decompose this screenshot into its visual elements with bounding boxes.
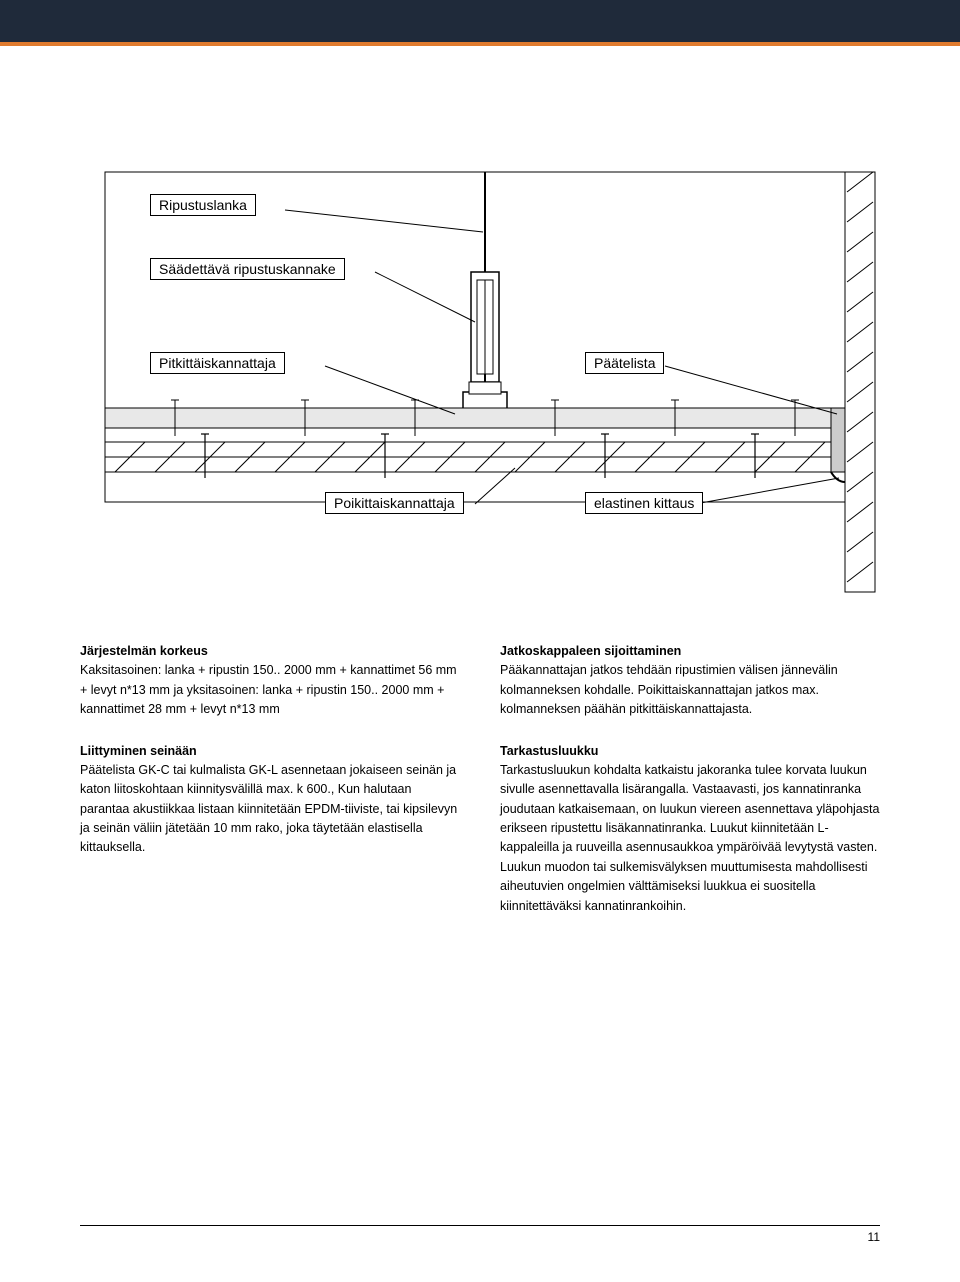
block-body: Pääkannattajan jatkos tehdään ripustimie…: [500, 663, 838, 716]
installation-diagram: Ripustuslanka Säädettävä ripustuskannake…: [55, 152, 905, 602]
block-title: Jatkoskappaleen sijoittaminen: [500, 644, 681, 658]
label-pitkittaiskannattaja: Pitkittäiskannattaja: [150, 352, 285, 374]
block-title: Tarkastusluukku: [500, 744, 598, 758]
block-jatkoskappaleen: Jatkoskappaleen sijoittaminen Pääkannatt…: [500, 642, 880, 720]
text-columns: Järjestelmän korkeus Kaksitasoinen: lank…: [0, 602, 960, 938]
block-body: Tarkastusluukun kohdalta katkaistu jakor…: [500, 763, 879, 913]
block-title: Järjestelmän korkeus: [80, 644, 208, 658]
block-tarkastusluukku: Tarkastusluukku Tarkastusluukun kohdalta…: [500, 742, 880, 916]
label-ripustuslanka: Ripustuslanka: [150, 194, 256, 216]
page-number: 11: [868, 1230, 880, 1244]
right-column: Jatkoskappaleen sijoittaminen Pääkannatt…: [500, 642, 880, 938]
diagram-svg: [55, 152, 905, 602]
block-jarjestelman-korkeus: Järjestelmän korkeus Kaksitasoinen: lank…: [80, 642, 460, 720]
label-poikittaiskannattaja: Poikittaiskannattaja: [325, 492, 464, 514]
header-accent-line: [0, 42, 960, 46]
block-title: Liittyminen seinään: [80, 744, 197, 758]
label-paatelista: Päätelista: [585, 352, 664, 374]
label-elastinen-kittaus: elastinen kittaus: [585, 492, 703, 514]
block-body: Päätelista GK-C tai kulmalista GK-L asen…: [80, 763, 457, 855]
header-bar: [0, 0, 960, 42]
footer-rule: [80, 1225, 880, 1226]
label-saadettava-ripustuskannake: Säädettävä ripustuskannake: [150, 258, 345, 280]
block-liittyminen-seinaan: Liittyminen seinään Päätelista GK-C tai …: [80, 742, 460, 858]
left-column: Järjestelmän korkeus Kaksitasoinen: lank…: [80, 642, 460, 938]
block-body: Kaksitasoinen: lanka + ripustin 150.. 20…: [80, 663, 457, 716]
